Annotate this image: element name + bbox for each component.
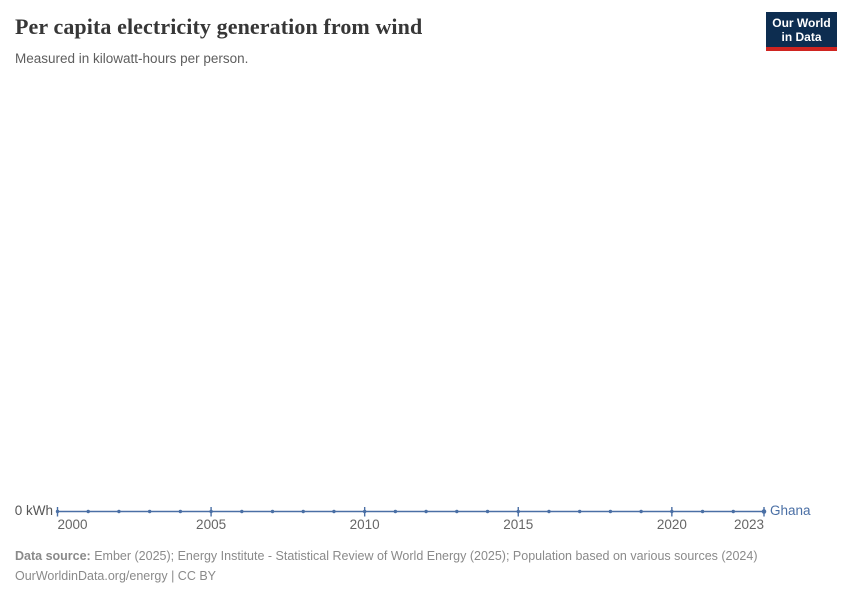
- x-tick-label: 2005: [196, 517, 227, 532]
- data-point-marker: [670, 509, 674, 514]
- data-point-marker: [547, 509, 551, 514]
- data-point-marker: [424, 509, 428, 514]
- data-point-marker: [362, 509, 367, 514]
- data-point-marker: [86, 509, 90, 514]
- entity-label[interactable]: Ghana: [770, 503, 811, 518]
- data-point-marker: [455, 509, 459, 514]
- x-tick-label: 2015: [503, 517, 534, 532]
- data-point-marker: [147, 509, 152, 514]
- data-point-marker: [117, 509, 121, 514]
- owid-logo-line1: Our World: [772, 15, 831, 30]
- data-point-marker: [55, 509, 60, 514]
- data-point-marker: [270, 509, 275, 514]
- data-point-marker: [516, 509, 520, 514]
- data-source-line: Data source: Ember (2025); Energy Instit…: [15, 546, 835, 566]
- data-point-marker: [700, 509, 705, 514]
- data-point-marker: [731, 509, 735, 514]
- data-point-marker: [393, 509, 398, 514]
- data-point-marker: [485, 509, 490, 514]
- data-point-marker: [639, 509, 643, 514]
- data-source-text: Ember (2025); Energy Institute - Statist…: [90, 549, 758, 563]
- data-point-marker: [209, 509, 213, 514]
- data-point-marker: [577, 509, 582, 514]
- data-point-marker: [301, 509, 305, 514]
- x-tick-label: 2010: [349, 517, 380, 532]
- owid-logo-line2: in Data: [781, 29, 822, 44]
- x-tick-label: 2020: [656, 517, 687, 532]
- chart-footer: Data source: Ember (2025); Energy Instit…: [15, 546, 835, 586]
- data-point-marker: [608, 509, 613, 514]
- data-point-marker: [332, 509, 336, 514]
- data-point-marker: [761, 509, 767, 514]
- chart-subtitle: Measured in kilowatt-hours per person.: [15, 51, 249, 66]
- owid-logo[interactable]: Our World in Data: [766, 12, 837, 51]
- data-point-marker: [240, 509, 244, 514]
- page-title: Per capita electricity generation from w…: [15, 14, 423, 39]
- data-point-marker: [178, 509, 183, 514]
- y-axis-zero-label: 0 kWh: [14, 503, 53, 518]
- license-line: OurWorldinData.org/energy | CC BY: [15, 569, 217, 583]
- x-tick-label: 2000: [57, 517, 88, 532]
- x-tick-label: 2023: [733, 517, 764, 532]
- data-source-label: Data source:: [15, 549, 91, 563]
